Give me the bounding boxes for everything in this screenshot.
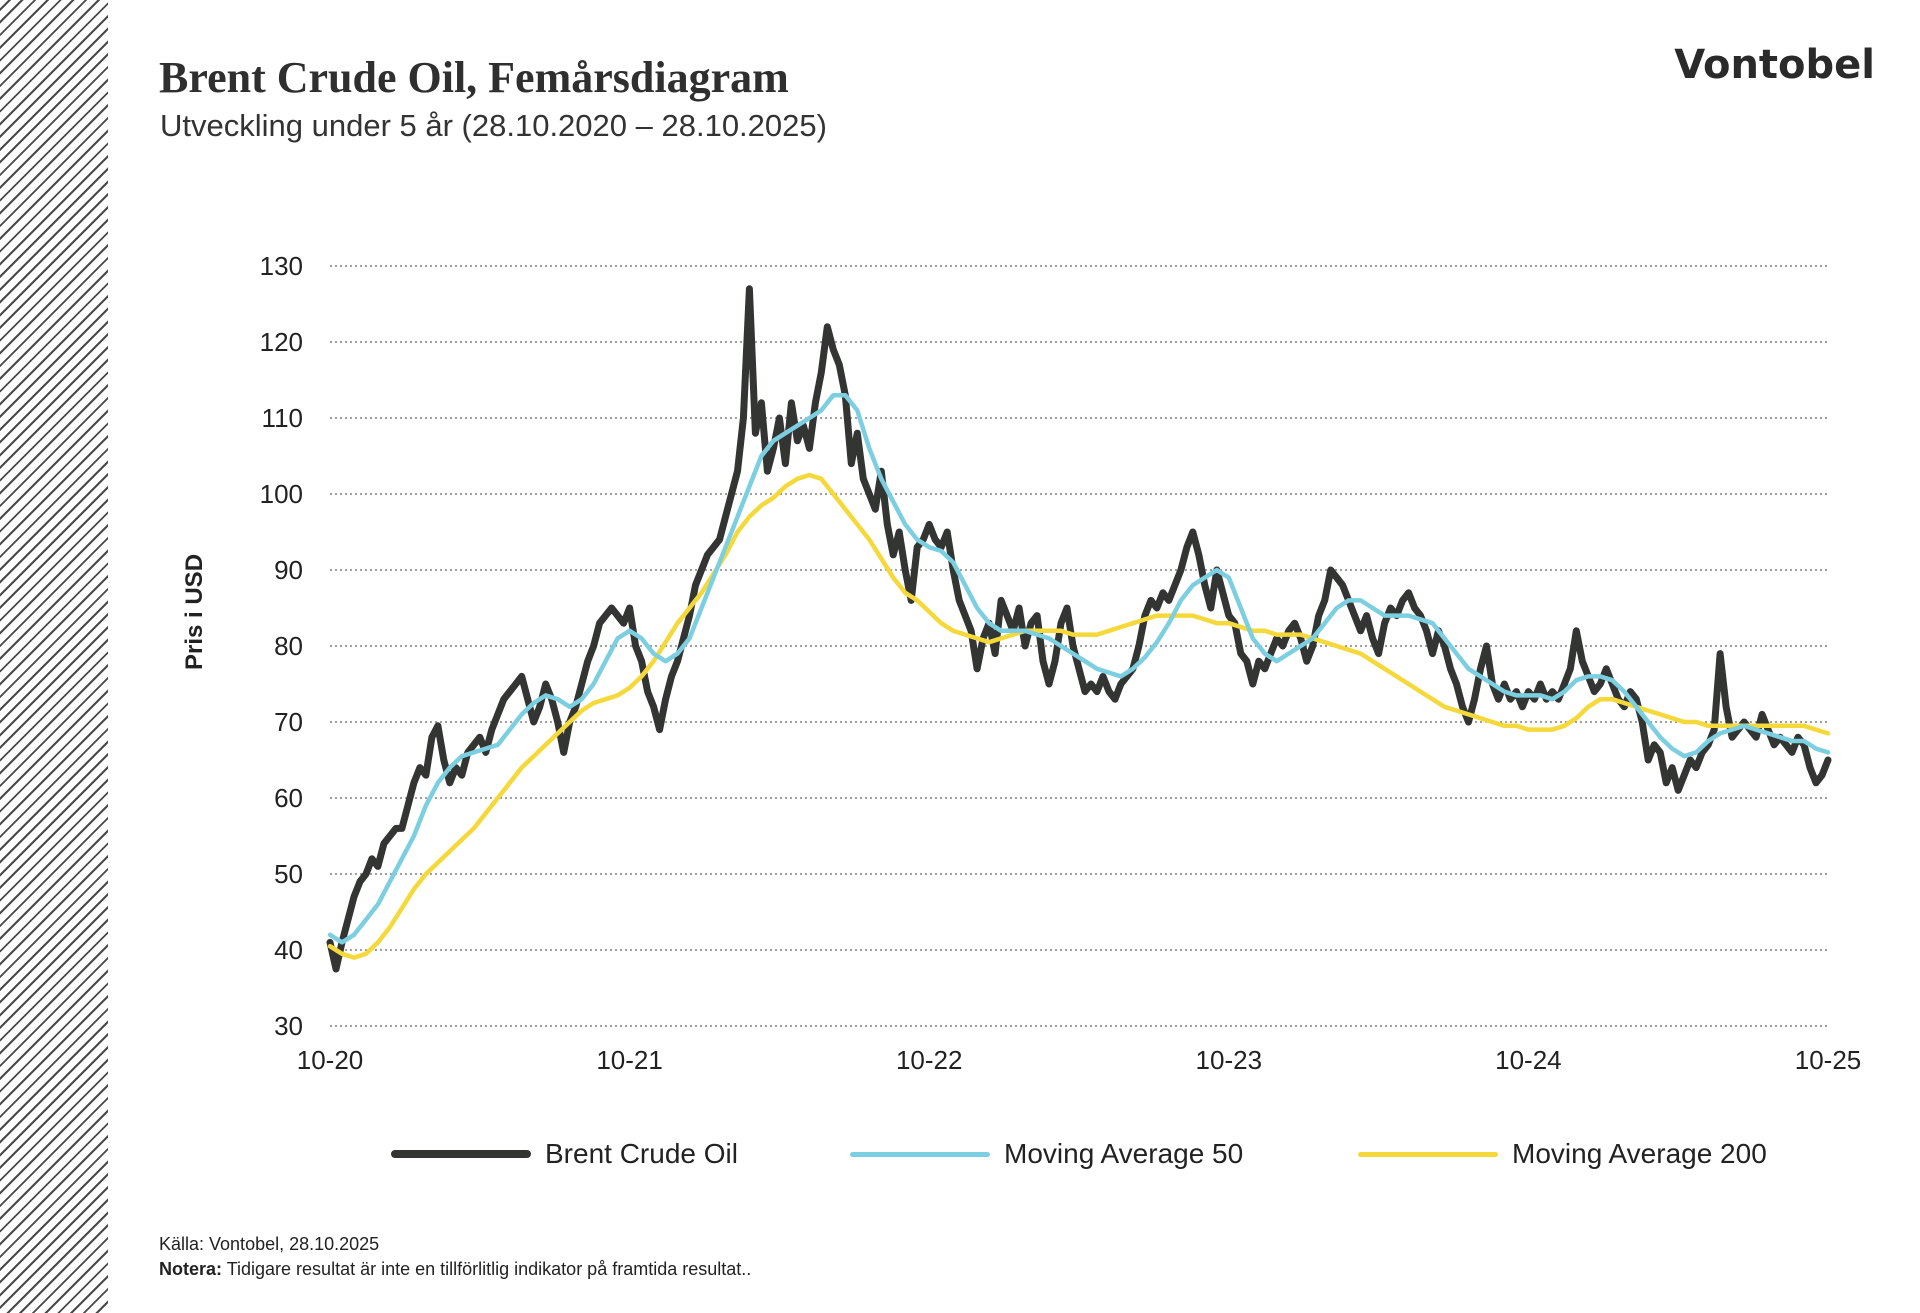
y-axis-ticks: 30 40 50 60 70 80 90 100 110 120 130 — [260, 251, 303, 1041]
series-line-ma200 — [327, 472, 1831, 960]
series-line-ma50 — [327, 392, 1831, 945]
legend-label-brent: Brent Crude Oil — [545, 1138, 738, 1169]
disclaimer-note: Notera: Tidigare resultat är inte en til… — [159, 1259, 751, 1280]
y-tick-label: 50 — [274, 859, 303, 889]
series-lines — [326, 285, 1832, 973]
note-label: Notera: — [159, 1259, 223, 1279]
x-tick-label: 10-20 — [297, 1045, 364, 1075]
y-tick-label: 120 — [260, 327, 303, 357]
x-tick-label: 10-24 — [1495, 1045, 1562, 1075]
chart-title: Brent Crude Oil, Femårsdiagram — [159, 53, 789, 102]
source-text: Källa: Vontobel, 28.10.2025 — [159, 1234, 380, 1254]
x-tick-label: 10-21 — [596, 1045, 663, 1075]
chart-legend: Brent Crude Oil Moving Average 50 Moving… — [0, 1138, 1920, 1178]
x-tick-label: 10-22 — [896, 1045, 963, 1075]
brand-logo: Vontobel — [1674, 42, 1875, 88]
x-axis-ticks: 10-20 10-21 10-22 10-23 10-24 10-25 — [297, 1045, 1862, 1075]
grid-lines — [330, 265, 1828, 1027]
x-tick-label: 10-23 — [1196, 1045, 1263, 1075]
y-tick-label: 100 — [260, 479, 303, 509]
legend-swatch-ma200 — [1358, 1151, 1498, 1157]
series-line-brent — [326, 285, 1832, 973]
y-tick-label: 60 — [274, 783, 303, 813]
legend-item-ma50: Moving Average 50 — [850, 1138, 1243, 1170]
y-tick-label: 90 — [274, 555, 303, 585]
y-tick-label: 80 — [274, 631, 303, 661]
note-text: Tidigare resultat är inte en tillförlitl… — [222, 1259, 752, 1279]
y-tick-label: 110 — [262, 403, 303, 433]
legend-swatch-brent — [391, 1150, 531, 1158]
y-tick-label: 70 — [274, 707, 303, 737]
legend-item-brent: Brent Crude Oil — [391, 1138, 738, 1170]
legend-swatch-ma50 — [850, 1151, 990, 1157]
hatched-side-panel — [0, 0, 108, 1313]
x-tick-label: 10-25 — [1795, 1045, 1862, 1075]
legend-item-ma200: Moving Average 200 — [1358, 1138, 1767, 1170]
chart-subtitle: Utveckling under 5 år (28.10.2020 – 28.1… — [160, 108, 827, 143]
legend-label-ma50: Moving Average 50 — [1004, 1138, 1244, 1169]
y-axis-label: Pris i USD — [181, 554, 208, 670]
legend-label-ma200: Moving Average 200 — [1512, 1138, 1767, 1169]
y-tick-label: 130 — [260, 251, 303, 281]
y-tick-label: 30 — [274, 1011, 303, 1041]
y-tick-label: 40 — [274, 935, 303, 965]
